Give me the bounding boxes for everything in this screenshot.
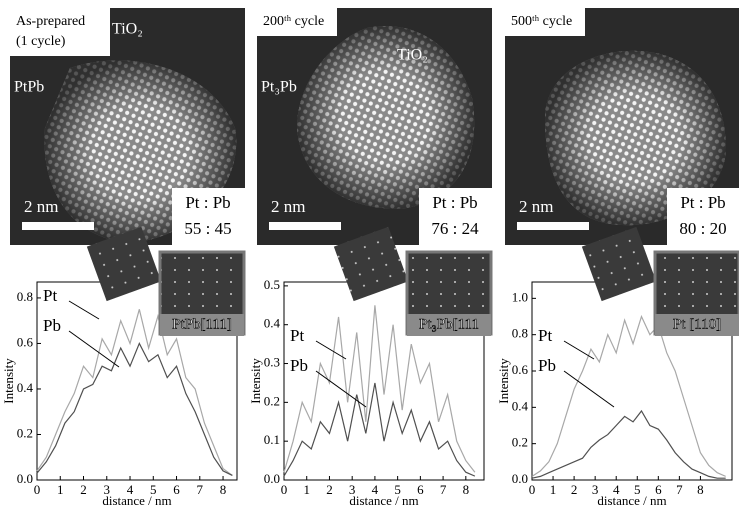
- scale-label: 2 nm: [519, 197, 553, 216]
- x-tick-label: 2: [326, 482, 333, 497]
- scale-bar: [269, 222, 341, 230]
- micrograph: 500ᵗʰ cycle 2 nm Pt : Pb 80 : 20: [505, 8, 739, 245]
- y-tick-label: 0.4: [17, 380, 34, 395]
- y-tick-label: 0.0: [264, 471, 280, 486]
- panel-label: (1 cycle): [16, 34, 66, 49]
- series-label: Pb: [290, 356, 308, 375]
- y-tick-label: 0.0: [17, 471, 33, 486]
- x-tick-label: 2: [80, 482, 87, 497]
- panel-label: As-prepared: [16, 14, 85, 29]
- x-tick-label: 7: [197, 482, 204, 497]
- ratio-title: Pt : Pb: [680, 193, 725, 212]
- x-tick-label: 8: [463, 482, 470, 497]
- ratio-title: Pt : Pb: [185, 193, 230, 212]
- support-label: TiO₂: [397, 47, 428, 64]
- scale-bar: [22, 222, 94, 230]
- ratio-title: Pt : Pb: [432, 193, 477, 212]
- support-label: TiO₂: [112, 21, 143, 38]
- x-tick-label: 0: [529, 482, 536, 497]
- y-tick-label: 0.3: [264, 355, 280, 370]
- y-tick-label: 0.6: [17, 334, 34, 349]
- x-tick-label: 1: [550, 482, 557, 497]
- x-axis-label: distance / nm: [102, 493, 171, 507]
- phase-label: PtPb: [14, 79, 44, 96]
- y-tick-label: 0.4: [512, 398, 529, 413]
- x-tick-label: 0: [281, 482, 288, 497]
- fft-label: Pt₃Pb[111: [419, 316, 479, 332]
- y-tick-label: 0.1: [264, 432, 280, 447]
- series-label: Pb: [538, 356, 556, 375]
- y-tick-label: 0.2: [17, 425, 33, 440]
- series-label: Pb: [43, 316, 61, 335]
- x-tick-label: 0: [34, 482, 41, 497]
- y-axis-label: Intensity: [496, 358, 511, 404]
- x-tick-label: 7: [440, 482, 447, 497]
- y-tick-label: 0.8: [512, 326, 528, 341]
- scale-label: 2 nm: [271, 197, 305, 216]
- x-tick-label: 7: [676, 482, 683, 497]
- y-tick-label: 0.2: [512, 435, 528, 450]
- x-tick-label: 8: [220, 482, 227, 497]
- y-axis-label: Intensity: [1, 358, 16, 404]
- x-tick-label: 2: [571, 482, 578, 497]
- x-axis-label: distance / nm: [349, 493, 418, 507]
- y-tick-label: 0.6: [512, 362, 529, 377]
- y-tick-label: 0.0: [512, 471, 528, 486]
- micrograph: As-prepared (1 cycle) TiO₂ PtPb 2 nm Pt : Pb 5…: [10, 8, 245, 245]
- panel-label: 500ᵗʰ cycle: [511, 14, 572, 29]
- x-tick-label: 1: [303, 482, 310, 497]
- fft-label: PtPb[111]: [172, 316, 232, 332]
- x-tick-label: 8: [697, 482, 704, 497]
- ratio-value: 80 : 20: [679, 219, 726, 238]
- y-axis-label: Intensity: [248, 358, 263, 404]
- series-label: Pt: [43, 286, 57, 305]
- x-tick-label: 1: [57, 482, 64, 497]
- phase-label: Pt₃Pb: [261, 79, 297, 96]
- micrograph: 200ᵗʰ cycle TiO₂ Pt₃Pb 2 nm Pt : Pb 76 : 24: [257, 8, 492, 245]
- y-tick-label: 0.8: [17, 289, 33, 304]
- scale-bar: [517, 222, 589, 230]
- x-tick-label: 6: [173, 482, 180, 497]
- y-tick-label: 0.2: [264, 393, 280, 408]
- x-axis-label: distance / nm: [597, 493, 666, 507]
- ratio-value: 55 : 45: [184, 219, 231, 238]
- series-label: Pt: [538, 326, 552, 345]
- scale-label: 2 nm: [24, 197, 58, 216]
- y-tick-label: 0.4: [264, 316, 281, 331]
- panel-label: 200ᵗʰ cycle: [263, 14, 324, 29]
- fft-label: Pt [110]: [673, 316, 721, 332]
- y-tick-label: 0.5: [264, 277, 280, 292]
- figure: As-prepared(1 cycle)TiO₂PtPb2 nmPt : Pb5…: [0, 0, 739, 507]
- ratio-value: 76 : 24: [431, 219, 479, 238]
- y-tick-label: 1.0: [512, 289, 528, 304]
- series-label: Pt: [290, 326, 304, 345]
